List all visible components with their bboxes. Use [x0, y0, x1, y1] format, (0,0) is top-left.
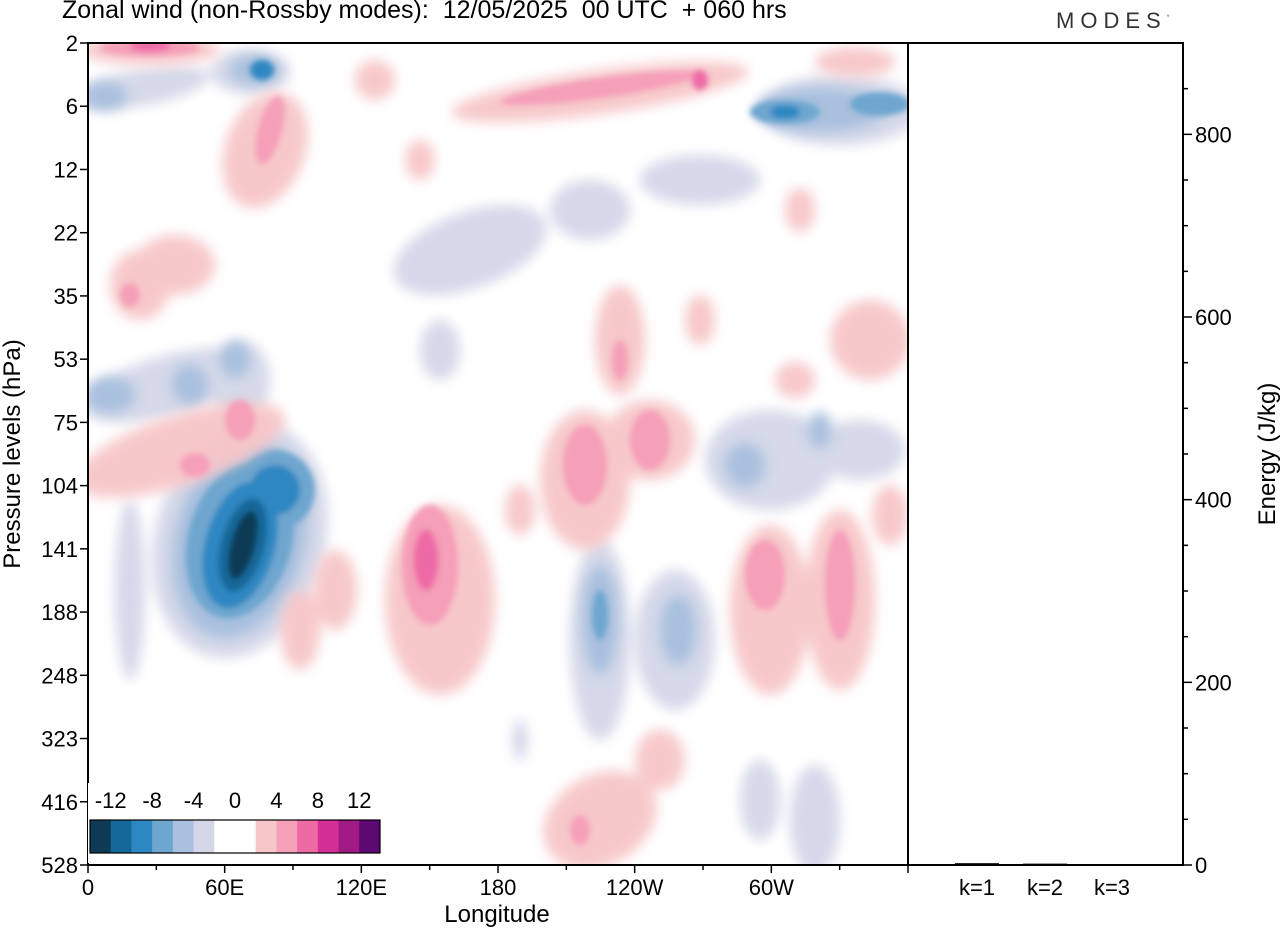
y-tick-label: 35 [54, 284, 78, 309]
x-axis: 0 60E 120E 180 120W 60W [82, 865, 909, 900]
colorbar-swatch [152, 820, 174, 853]
x-tick-label: 120E [336, 875, 387, 900]
x-tick-label: 60W [749, 875, 794, 900]
colorbar-label: 0 [229, 788, 241, 813]
x-tick-label: 0 [82, 875, 94, 900]
energy-bar [955, 863, 999, 865]
modes-logo: MODES° [1056, 8, 1170, 34]
energy-bar [1023, 863, 1067, 866]
colorbar-swatch [338, 820, 360, 853]
energy-tick-label: 400 [1195, 488, 1232, 513]
colorbar-label: 8 [312, 788, 324, 813]
y-tick-label: 6 [66, 94, 78, 119]
colorbar-label: -8 [142, 788, 162, 813]
y-tick-label: 53 [54, 347, 78, 372]
colorbar-labels: -12 -8 -4 0 4 8 12 [95, 788, 372, 813]
colorbar-swatches [89, 819, 381, 854]
y-tick-label: 22 [54, 221, 78, 246]
energy-bars: k=1 k=2 k=3 [955, 863, 1134, 900]
y-tick-label: 416 [41, 790, 78, 815]
energy-bar [1090, 864, 1134, 866]
energy-tick-label: 600 [1195, 305, 1232, 330]
energy-tick-label: 800 [1195, 122, 1232, 147]
y-tick-label: 141 [41, 537, 78, 562]
x-axis-title: Longitude [444, 901, 549, 928]
colorbar-swatch [172, 820, 195, 853]
colorbar-legend: -12 -8 -4 0 4 8 12 [88, 783, 383, 863]
y-tick-label: 188 [41, 600, 78, 625]
colorbar-label: -4 [184, 788, 204, 813]
wind-field [88, 43, 908, 865]
colorbar-swatch [193, 820, 215, 853]
colorbar-swatch [297, 820, 319, 853]
colorbar-swatch [359, 820, 381, 853]
y-tick-label: 248 [41, 663, 78, 688]
y-tick-label: 75 [54, 410, 78, 435]
y-tick-label: 528 [41, 853, 78, 878]
colorbar-swatch [90, 820, 112, 853]
energy-frame [907, 42, 1184, 866]
colorbar-swatch [317, 820, 340, 853]
y-tick-label: 2 [66, 31, 78, 56]
chart-title: Zonal wind (non-Rossby modes): 12/05/202… [62, 0, 787, 24]
colorbar-swatch [276, 820, 298, 853]
energy-tick-label: 0 [1195, 853, 1207, 878]
colorbar-label: -12 [95, 788, 127, 813]
y-axis-title: Pressure levels (hPa) [0, 339, 26, 568]
energy-tick-label: 200 [1195, 670, 1232, 695]
colorbar-swatch [110, 820, 132, 853]
colorbar-label: 4 [270, 788, 282, 813]
energy-category-label: k=3 [1094, 875, 1130, 900]
colorbar-swatch [235, 820, 257, 853]
x-tick-label: 120W [606, 875, 664, 900]
y-axis: 2 6 12 22 35 53 75 104 141 188 248 323 416 528 [41, 31, 88, 878]
energy-axis-title: Energy (J/kg) [1254, 383, 1280, 526]
y-tick-label: 104 [41, 474, 78, 499]
x-tick-label: 60E [205, 875, 244, 900]
energy-category-label: k=1 [959, 875, 995, 900]
energy-axis: 0 200 400 600 800 [1183, 87, 1232, 878]
y-tick-label: 323 [41, 727, 78, 752]
colorbar-label: 12 [347, 788, 371, 813]
energy-category-label: k=2 [1027, 875, 1063, 900]
colorbar-swatch [255, 820, 277, 853]
logo-mark: ° [1166, 14, 1170, 22]
colorbar-swatch [131, 820, 153, 853]
colorbar-swatch [214, 820, 236, 853]
y-tick-label: 12 [54, 157, 78, 182]
x-tick-label: 180 [480, 875, 517, 900]
logo-text: MODES [1056, 8, 1167, 33]
colorbar-outline [89, 819, 381, 854]
